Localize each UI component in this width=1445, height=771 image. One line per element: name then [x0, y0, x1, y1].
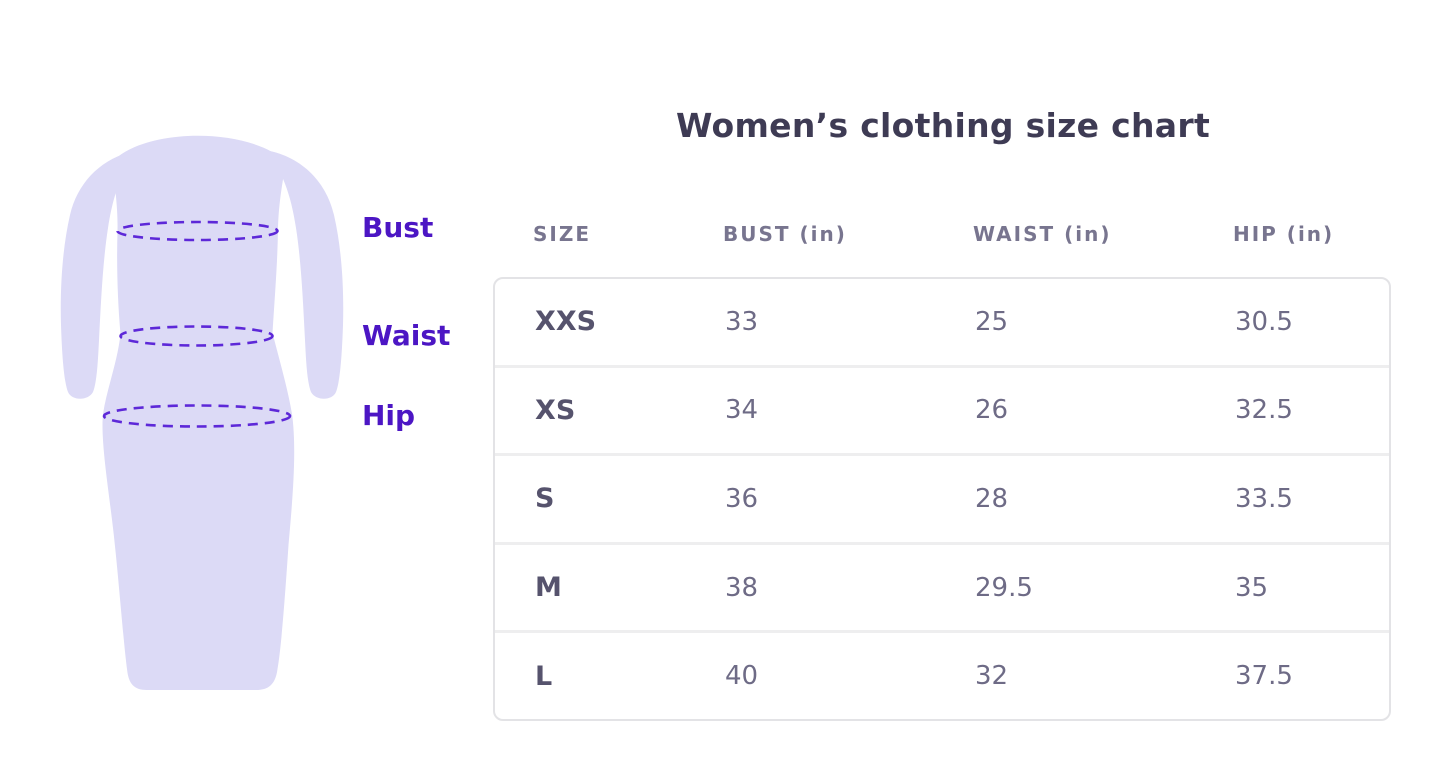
dress-body: [102, 135, 295, 690]
waist-label: Waist: [362, 319, 451, 352]
hip-label: Hip: [362, 399, 416, 432]
hip-value-cell: 37.5: [1235, 661, 1293, 692]
hip-value-cell: 35: [1235, 572, 1269, 603]
dress-left-sleeve: [60, 150, 140, 399]
table-row-s: S 36 28 33.5: [495, 456, 1389, 545]
page-title: Women’s clothing size chart: [675, 106, 1211, 145]
table-row-l: L 40 32 37.5: [495, 633, 1389, 719]
hip-measure-line: [102, 404, 292, 428]
hip-value-cell: 30.5: [1235, 306, 1293, 337]
column-header-waist: WAIST (in): [973, 222, 1112, 246]
table-row-xxs: XXS 33 25 30.5: [495, 279, 1389, 368]
size-cell: XXS: [535, 306, 597, 338]
size-cell: XS: [535, 394, 576, 426]
size-cell: M: [535, 572, 562, 604]
hip-value-cell: 33.5: [1235, 483, 1293, 514]
waist-measure-line: [119, 325, 274, 347]
bust-value-cell: 36: [725, 483, 759, 514]
dress-right-sleeve: [264, 150, 344, 399]
column-header-bust: BUST (in): [723, 222, 847, 246]
table-row-xs: XS 34 26 32.5: [495, 368, 1389, 457]
hip-value-cell: 32.5: [1235, 395, 1293, 426]
size-cell: S: [535, 483, 555, 515]
bust-label: Bust: [362, 211, 434, 244]
size-table: XXS 33 25 30.5 XS 34 26 32.5 S 36 28 33.…: [493, 277, 1391, 721]
dress-illustration: [60, 135, 344, 690]
waist-value-cell: 25: [975, 306, 1009, 337]
waist-value-cell: 32: [975, 661, 1009, 692]
table-row-m: M 38 29.5 35: [495, 545, 1389, 634]
column-header-size: SIZE: [533, 222, 592, 246]
waist-value-cell: 29.5: [975, 572, 1033, 603]
column-header-hip: HIP (in): [1233, 222, 1335, 246]
waist-value-cell: 26: [975, 395, 1009, 426]
bust-value-cell: 38: [725, 572, 759, 603]
bust-measure-line: [116, 220, 279, 242]
size-table-header: SIZE BUST (in) WAIST (in) HIP (in): [493, 217, 1391, 251]
bust-value-cell: 34: [725, 395, 759, 426]
bust-value-cell: 33: [725, 306, 759, 337]
bust-value-cell: 40: [725, 661, 759, 692]
size-cell: L: [535, 660, 553, 692]
waist-value-cell: 28: [975, 483, 1009, 514]
